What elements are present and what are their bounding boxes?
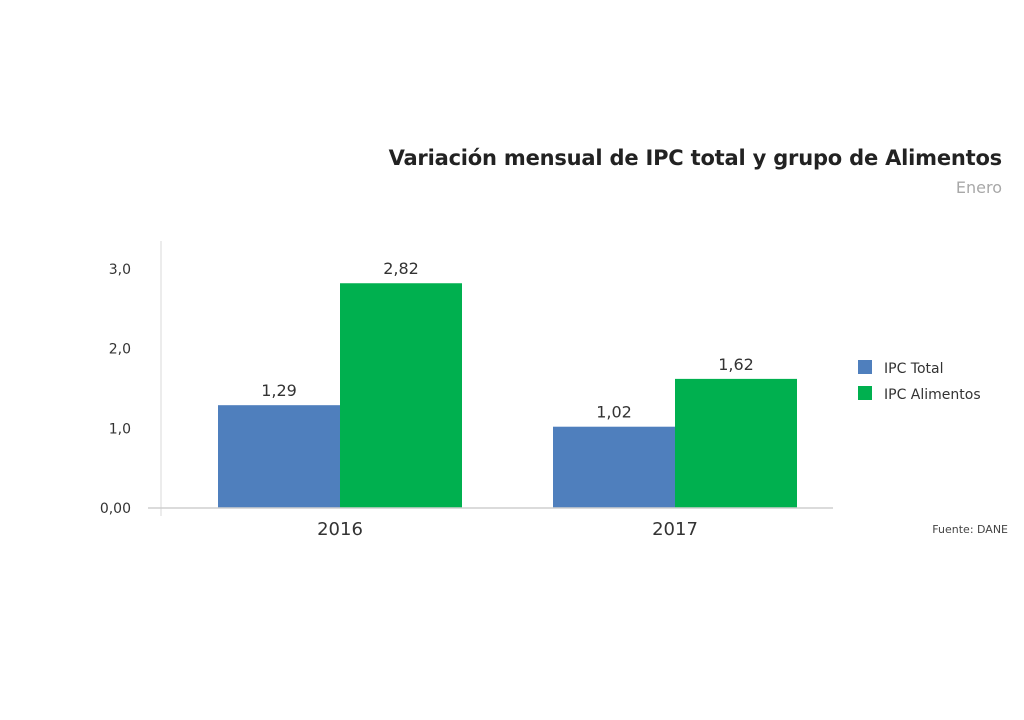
legend-label: IPC Alimentos (884, 387, 981, 403)
data-label: 1,62 (718, 355, 754, 374)
y-tick-label: 2,0 (109, 342, 131, 358)
data-label: 1,29 (261, 381, 297, 400)
legend-swatch (858, 360, 872, 374)
chart-title: Variación mensual de IPC total y grupo d… (388, 146, 1003, 170)
bar-ipc-alimentos-2017 (675, 378, 797, 508)
bar-ipc-total-2017 (553, 426, 675, 508)
y-tick-label: 1,0 (109, 421, 131, 437)
data-label: 1,02 (596, 403, 632, 422)
y-tick-label: 3,0 (109, 262, 131, 278)
legend-swatch (858, 386, 872, 400)
chart-subtitle: Enero (955, 178, 1002, 197)
legend-label: IPC Total (884, 361, 944, 377)
x-tick-label: 2016 (317, 519, 363, 540)
x-tick-label: 2017 (652, 519, 698, 540)
y-tick-label: 0,00 (100, 501, 131, 517)
bar-ipc-alimentos-2016 (340, 283, 462, 508)
data-label: 2,82 (383, 259, 419, 278)
bar-ipc-total-2016 (218, 405, 340, 508)
source-note: Fuente: DANE (932, 523, 1008, 536)
